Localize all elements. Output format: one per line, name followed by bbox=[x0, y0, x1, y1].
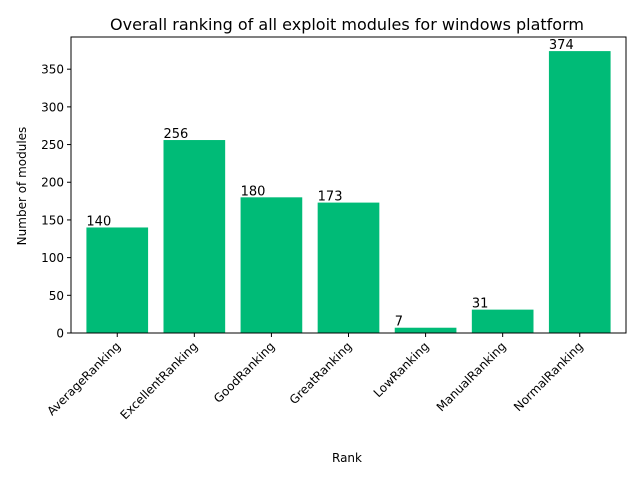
bar-ManualRanking bbox=[471, 309, 534, 333]
x-tick-label-ExcellentRanking: ExcellentRanking bbox=[117, 339, 200, 422]
chart-title: Overall ranking of all exploit modules f… bbox=[110, 15, 584, 34]
x-tick-label-GreatRanking: GreatRanking bbox=[287, 339, 355, 407]
data-label-GreatRanking: 173 bbox=[318, 190, 343, 205]
x-tick-label-LowRanking: LowRanking bbox=[371, 339, 432, 400]
data-label-ExcellentRanking: 256 bbox=[164, 127, 189, 142]
y-tick-label: 200 bbox=[41, 176, 64, 190]
y-tick-label: 250 bbox=[41, 138, 64, 152]
x-tick-label-ManualRanking: ManualRanking bbox=[434, 339, 509, 414]
x-tick-label-GoodRanking: GoodRanking bbox=[211, 339, 278, 406]
y-tick-label: 350 bbox=[41, 63, 64, 77]
x-axis-label: Rank bbox=[332, 451, 362, 465]
bar-NormalRanking bbox=[548, 51, 611, 333]
y-axis-label: Number of modules bbox=[15, 127, 29, 246]
data-label-LowRanking: 7 bbox=[395, 315, 403, 330]
y-tick-label: 50 bbox=[49, 289, 64, 303]
data-label-AverageRanking: 140 bbox=[86, 214, 111, 229]
y-tick-label: 300 bbox=[41, 100, 64, 114]
x-tick-label-NormalRanking: NormalRanking bbox=[511, 339, 586, 414]
bar-GoodRanking bbox=[240, 197, 303, 333]
bar-AverageRanking bbox=[86, 227, 149, 333]
data-label-NormalRanking: 374 bbox=[549, 38, 574, 53]
y-tick-label: 0 bbox=[56, 327, 64, 341]
data-label-ManualRanking: 31 bbox=[472, 297, 489, 312]
x-tick-label-AverageRanking: AverageRanking bbox=[44, 339, 123, 418]
bar-LowRanking bbox=[394, 327, 457, 333]
bar-ExcellentRanking bbox=[163, 140, 226, 333]
y-tick-label: 100 bbox=[41, 251, 64, 265]
data-label-GoodRanking: 180 bbox=[241, 184, 266, 199]
bar-GreatRanking bbox=[317, 202, 380, 333]
plot-area: 140 256 180 173 7 31 374 0 50 100 150 200 250 300 350 A… bbox=[41, 36, 627, 422]
y-tick-label: 150 bbox=[41, 213, 64, 227]
